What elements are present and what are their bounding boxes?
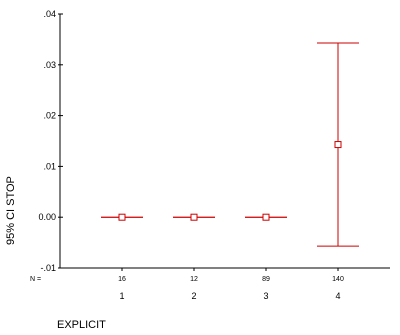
y-axis-title: 95% CI STOP [5,176,17,245]
y-tick-label: 0.00 [38,212,56,222]
n-prefix-label: N = [30,276,41,283]
n-count-label: 140 [332,276,344,283]
x-axis-title: EXPLICIT [57,319,106,331]
y-tick-label: .04 [43,9,56,19]
y-tick-label: .01 [43,161,56,171]
mean-marker [262,213,270,221]
error-bar [245,213,287,221]
y-axis: -.01 0.00 .01 .02 .03 .04 [38,9,63,273]
x-tick-label: 4 [335,291,340,301]
y-tick-label: .03 [43,60,56,70]
x-tick-label: 1 [119,291,124,301]
y-tick-label: .02 [43,111,56,121]
x-tick-label: 3 [263,291,268,301]
mean-marker [118,213,126,221]
y-tick-label: -.01 [40,263,56,273]
x-tick-label: 2 [191,291,196,301]
error-bar [101,213,143,221]
mean-marker [334,141,342,149]
error-bar [317,42,359,247]
mean-marker [190,213,198,221]
n-count-label: 12 [190,276,198,283]
n-count-label: 16 [118,276,126,283]
n-labels: N = 16 12 89 140 [30,276,344,283]
error-bar [173,213,215,221]
error-bars [101,42,359,247]
n-count-label: 89 [262,276,270,283]
